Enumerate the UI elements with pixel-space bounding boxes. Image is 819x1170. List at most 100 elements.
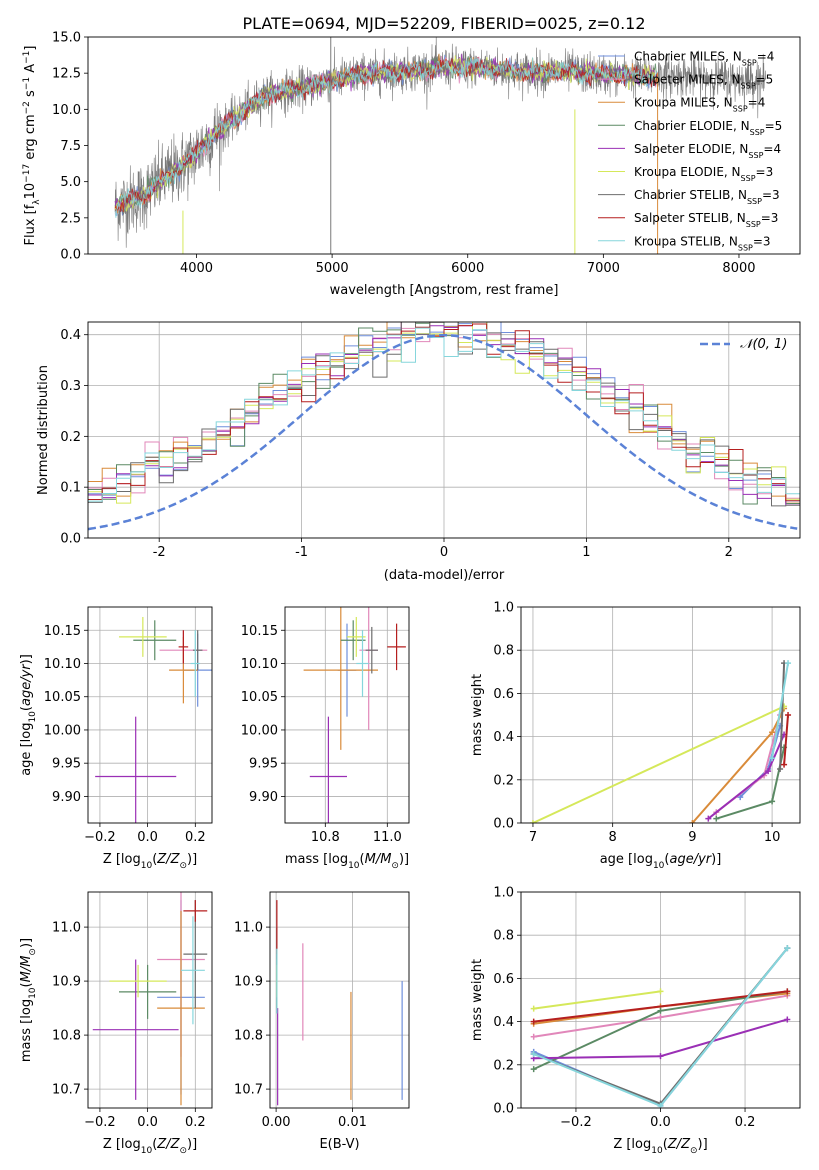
age-vs-Z-xlabel-part: Z/Z [156, 852, 180, 867]
residuals-xtick-label: 2 [725, 545, 733, 560]
age-vs-mass-ytick-label: 10.00 [241, 723, 278, 738]
mass-vs-Z-ytick-label: 10.9 [52, 975, 81, 990]
figure-title: PLATE=0694, MJD=52209, FIBERID=0025, z=0… [242, 14, 645, 33]
age-vs-Z-xlabel-part: ⊙ [179, 861, 187, 871]
mass-vs-ebv-ytick-label: 10.9 [234, 975, 263, 990]
weight-vs-Z-xlabel-part: Z [log [613, 1137, 651, 1152]
spectrum-frame [87, 36, 801, 255]
age-vs-mass-xlabel-part: )] [399, 852, 409, 867]
weight-vs-age-ylabel: mass weight [470, 674, 485, 756]
mass-vs-Z-xtick-label: 0.0 [137, 1115, 158, 1130]
spectrum-legend-sub: SSP [742, 58, 757, 67]
residuals-xtick-label: 0 [440, 545, 448, 560]
weight-marker [769, 755, 776, 762]
spectrum-xtick-label: 7000 [587, 261, 620, 276]
mass-vs-Z-xlabel-part: )] [187, 1137, 197, 1152]
weight-vs-Z-xlabel-part: ( [663, 1137, 668, 1152]
residuals-plot-area [88, 322, 800, 538]
spectrum-model-line [114, 57, 658, 218]
age-vs-Z-ylabel-part: ( [19, 706, 34, 711]
weight-vs-age-xlabel-part: age [log [600, 852, 653, 867]
spectrum-ytick-label: 5.0 [60, 175, 81, 190]
spectrum-ylabel-part: −17 [22, 164, 32, 183]
weight-vs-Z-ytick-label: 0.6 [493, 972, 514, 987]
mass-vs-Z-ytick-label: 11.0 [52, 921, 81, 936]
age-vs-Z-ytick-label: 10.15 [44, 624, 81, 639]
weight-marker [784, 945, 791, 952]
mass-vs-ebv-xtick-label: 0.00 [262, 1115, 291, 1130]
age-vs-mass-panel: 10.8 11.0 9.90 9.95 10.00 10.05 10.10 10.15 mass… [241, 606, 410, 871]
age-vs-Z-xtick-label: 0.2 [185, 830, 206, 845]
residual-histogram [88, 322, 800, 506]
weight-marker [530, 1051, 537, 1057]
age-vs-mass-xlabel-part: M/M [365, 852, 392, 867]
residuals-xlabel: (data-model)/error [384, 568, 505, 583]
spectrum-legend-sub: SSP [748, 150, 763, 159]
age-vs-mass-ytick-label: 9.95 [249, 757, 278, 772]
mass-vs-Z-xtick-label: −0.2 [84, 1115, 116, 1130]
weight-vs-age-xlabel-part: age/yr [669, 852, 712, 867]
spectrum-legend-base: Kroupa MILES, N [634, 96, 733, 110]
mass-vs-ebv-panel: 0.00 0.01 10.7 10.8 10.9 11.0 [234, 891, 410, 1130]
spectrum-ylabel-part: ] [23, 46, 38, 51]
residuals-legend-label: 𝒩(0, 1) [740, 337, 787, 352]
age-vs-mass-xtick-label: 11.0 [373, 830, 402, 845]
weight-vs-Z-ytick-label: 0.2 [493, 1058, 514, 1073]
spectrum-ylabel-part: −1 [22, 51, 32, 64]
mass-vs-Z-ytick-label: 10.7 [52, 1083, 81, 1098]
age-vs-mass-xlabel-part: ( [360, 852, 365, 867]
mass-vs-ebv-frame [269, 891, 410, 1109]
residuals-xtick-label: -2 [153, 545, 166, 560]
residuals-ytick-label: 0.1 [60, 481, 81, 496]
normal-curve [88, 333, 798, 531]
mass-vs-Z-ylabel: mass [log10(M/M⊙)] [19, 938, 38, 1062]
weight-marker [781, 761, 788, 768]
weight-line [533, 990, 661, 1010]
weight-line [707, 734, 786, 820]
weight-vs-Z-xlabel-part: Z/Z [667, 1137, 691, 1152]
mass-vs-Z-xlabel-part: 10 [141, 1146, 153, 1156]
spectrum-plot-area [114, 37, 767, 254]
spectrum-ytick-label: 0.0 [60, 248, 81, 263]
spectrum-legend-base: Salpeter ELODIE, N [634, 142, 748, 156]
mass-vs-Z-frame [87, 891, 213, 1109]
age-vs-Z-xtick-label: 0.0 [137, 830, 158, 845]
weight-marker [705, 815, 712, 822]
spectrum-legend-label: Chabrier ELODIE, NSSP=5 [634, 119, 782, 137]
age-vs-mass-xtick-label: 10.8 [311, 830, 340, 845]
mass-vs-ebv-ytick-label: 11.0 [234, 921, 263, 936]
spectrum-ylabel-part: A [23, 64, 38, 77]
age-vs-mass-xlabel-part: mass [log [285, 852, 348, 867]
weight-vs-age-ytick-label: 0.2 [493, 773, 514, 788]
spectrum-ytick-label: 7.5 [60, 139, 81, 154]
weight-vs-age-frame [520, 606, 801, 824]
residuals-ylabel: Normed distribution [36, 365, 51, 495]
spectrum-ylabel-part: erg cm [23, 114, 38, 163]
age-vs-mass-xlabel-part: 10 [348, 861, 360, 871]
spectrum-legend-label: Chabrier STELIB, NSSP=3 [634, 188, 780, 206]
spectrum-ylabel-part: 10 [23, 183, 38, 200]
age-vs-Z-ylabel-part: 10 [28, 711, 38, 723]
panels: 4000 5000 6000 7000 80000.02.55.07.510.012.5… [19, 31, 801, 1156]
weight-line [783, 714, 789, 765]
mass-vs-Z-ylabel-part: M/M [19, 956, 34, 983]
weight-vs-Z-plot-area [521, 892, 800, 1108]
spectrum-legend-sub: SSP [750, 127, 765, 136]
spectrum-panel: 4000 5000 6000 7000 8000 0.0 2.5 5.0 7.5 10.0 12.5… [22, 31, 801, 298]
weight-vs-Z-xtick-label: 0.0 [650, 1115, 671, 1130]
mass-vs-Z-ylabel-part: ( [19, 982, 34, 987]
weight-marker [785, 712, 792, 718]
weight-vs-Z-xlabel: Z [log10(Z/Z⊙)] [613, 1137, 707, 1156]
weight-vs-age-xlabel-part: ( [664, 852, 669, 867]
weight-marker [530, 1066, 537, 1073]
weight-vs-age-xlabel: age [log10(age/yr)] [600, 852, 722, 871]
spectrum-ytick-label: 15.0 [52, 31, 81, 46]
spectrum-legend-label: Chabrier MILES, NSSP=4 [634, 50, 774, 68]
spectrum-legend-base: Salpeter STELIB, N [634, 211, 746, 225]
mass-vs-ebv-ytick-label: 10.7 [234, 1083, 263, 1098]
age-vs-mass-frame [284, 606, 410, 824]
age-vs-Z-ylabel-part: )] [19, 654, 34, 664]
weight-vs-Z-xlabel-part: ⊙ [690, 1146, 698, 1156]
age-vs-mass-xlabel: mass [log10(M/M⊙)] [285, 852, 409, 871]
